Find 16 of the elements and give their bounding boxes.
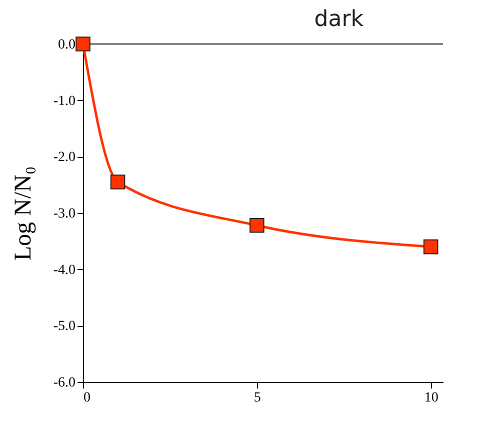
point: [423, 239, 438, 254]
x-tick-label: 10: [424, 390, 438, 406]
y-tick-label: 0.0: [58, 38, 76, 52]
point: [250, 218, 264, 233]
point: [110, 174, 126, 190]
y-tick-label: -3.0: [53, 206, 76, 222]
point: [76, 36, 90, 52]
y-tick-label: -2.0: [53, 150, 76, 166]
chart-title: dark: [314, 7, 364, 32]
y-tick-label: -4.0: [53, 262, 76, 278]
y-tick-label: -6.0: [53, 376, 76, 390]
x-tick-label: 5: [254, 390, 261, 406]
y-tick-label: -1.0: [53, 94, 76, 109]
y-axis-title: Log N/N₀: [10, 166, 36, 261]
x-tick-label: 0: [84, 390, 90, 406]
y-tick-label: -5.0: [53, 319, 76, 334]
